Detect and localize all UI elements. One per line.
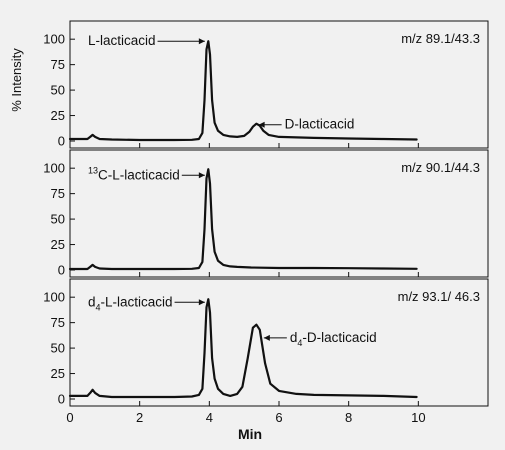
annotation-arrowhead bbox=[198, 172, 205, 179]
peak-label: 13C-L-lacticacid bbox=[88, 165, 180, 182]
panel-2: 0 25 50 75 100 m/z 90.1/44.3 13C-L-lacticacid bbox=[43, 149, 489, 278]
y-tick-label: 0 bbox=[58, 134, 65, 149]
peak-label: D-lacticacid bbox=[285, 117, 355, 132]
label-superscript: 13 bbox=[88, 165, 98, 175]
annotation-arrowhead bbox=[263, 334, 270, 341]
panel-1: 0 25 50 75 100 m/z 89.1/43.3 L-lacticacid D-lac… bbox=[43, 20, 489, 149]
y-tick-label: 50 bbox=[51, 83, 65, 98]
x-tick-label: 8 bbox=[345, 410, 352, 425]
transition-label: m/z 89.1/43.3 bbox=[401, 31, 480, 46]
annotation-arrowhead bbox=[198, 38, 205, 45]
y-axis-title: % Intensity bbox=[9, 48, 24, 112]
y-tick-label: 75 bbox=[51, 186, 65, 201]
y-tick-label: 25 bbox=[51, 108, 65, 123]
x-axis: 0 2 4 6 8 10 bbox=[66, 410, 425, 425]
y-tick-label: 50 bbox=[51, 212, 65, 227]
annotation-arrowhead bbox=[198, 299, 205, 306]
transition-label: m/z 90.1/44.3 bbox=[401, 160, 480, 175]
annotation-arrowhead bbox=[258, 121, 265, 128]
panels: 0 25 50 75 100 m/z 89.1/43.3 L-lacticacid D-lac… bbox=[43, 20, 489, 407]
label-text: -L-lacticacid bbox=[101, 294, 173, 309]
y-tick-label: 75 bbox=[51, 57, 65, 72]
y-tick-label: 0 bbox=[58, 263, 65, 278]
peak-label: d4-L-lacticacid bbox=[88, 294, 173, 312]
series-line-1 bbox=[68, 40, 418, 142]
y-tick-label: 25 bbox=[51, 366, 65, 381]
series-line-1 bbox=[68, 168, 418, 271]
x-tick-label: 6 bbox=[275, 410, 282, 425]
y-tick-label: 100 bbox=[43, 290, 65, 305]
y-tick-label: 100 bbox=[43, 161, 65, 176]
y-tick-label: 50 bbox=[51, 341, 65, 356]
y-tick-label: 75 bbox=[51, 315, 65, 330]
x-tick-label: 0 bbox=[66, 410, 73, 425]
transition-label: m/z 93.1/ 46.3 bbox=[398, 289, 480, 304]
label-prefix: d bbox=[88, 294, 96, 309]
y-tick-label: 25 bbox=[51, 237, 65, 252]
peak-label: d4-D-lacticacid bbox=[290, 330, 377, 348]
label-text: C-L-lacticacid bbox=[98, 167, 180, 182]
y-tick-label: 0 bbox=[58, 392, 65, 407]
label-prefix: d bbox=[290, 330, 298, 345]
label-text: -D-lacticacid bbox=[302, 330, 376, 345]
x-tick-label: 4 bbox=[206, 410, 213, 425]
x-axis-title: Min bbox=[238, 426, 262, 442]
y-tick-label: 100 bbox=[43, 32, 65, 47]
label-subscript: 4 bbox=[96, 302, 101, 312]
series-line-1 bbox=[68, 298, 418, 399]
peak-label: L-lacticacid bbox=[88, 33, 156, 48]
x-tick-label: 2 bbox=[136, 410, 143, 425]
x-tick-label: 10 bbox=[411, 410, 425, 425]
label-subscript: 4 bbox=[297, 338, 302, 348]
